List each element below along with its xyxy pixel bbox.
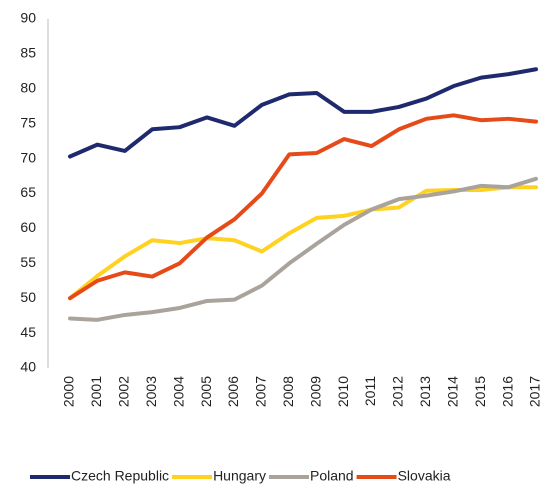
x-tick-label: 2002 [116,376,132,407]
x-tick-label: 2016 [499,376,515,407]
y-tick-label: 40 [20,359,36,375]
legend-label: Slovakia [398,468,451,484]
y-tick-label: 85 [20,45,36,61]
line-series [68,113,538,301]
x-tick-label: 2015 [472,376,488,407]
y-tick-label: 45 [20,324,36,340]
line-series [68,185,538,301]
x-tick-label: 2004 [170,376,186,407]
y-tick-label: 55 [20,254,36,270]
x-tick-label: 2003 [143,376,159,407]
legend-label: Czech Republic [71,468,169,484]
x-tick-label: 2006 [225,376,241,407]
y-tick-label: 80 [20,80,36,96]
x-tick-label: 2012 [390,376,406,407]
y-tick-label: 90 [20,10,36,26]
x-tick-label: 2013 [417,376,433,407]
x-tick-label: 2009 [307,376,323,407]
line-series [68,176,538,322]
y-tick-label: 70 [20,149,36,165]
y-tick-label: 75 [20,114,36,130]
x-tick-label: 2011 [362,376,378,406]
x-tick-label: 2005 [198,376,214,407]
x-tick-label: 2008 [280,376,296,407]
x-tick-label: 2001 [88,376,104,407]
x-tick-label: 2007 [253,376,269,407]
y-tick-label: 60 [20,219,36,235]
x-tick-label: 2010 [335,376,351,407]
line-series [68,67,538,159]
y-tick-label: 65 [20,184,36,200]
x-tick-label: 2017 [527,376,543,407]
x-tick-label: 2014 [444,376,460,407]
legend-label: Hungary [213,468,266,484]
y-tick-label: 50 [20,289,36,305]
legend-label: Poland [310,468,354,484]
x-tick-label: 2000 [61,376,77,407]
